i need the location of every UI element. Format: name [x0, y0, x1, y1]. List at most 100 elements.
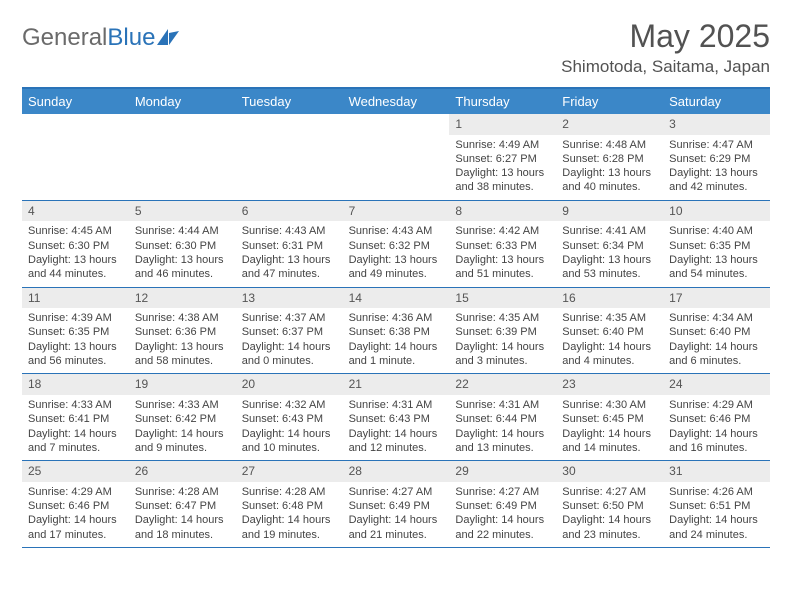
- daylight-text: Daylight: 13 hours and 40 minutes.: [562, 166, 657, 195]
- calendar-cell: 30Sunrise: 4:27 AMSunset: 6:50 PMDayligh…: [556, 461, 663, 548]
- daylight-text: Daylight: 14 hours and 6 minutes.: [669, 340, 764, 369]
- sunrise-text: Sunrise: 4:35 AM: [455, 311, 550, 325]
- day-info: Sunrise: 4:27 AMSunset: 6:49 PMDaylight:…: [449, 482, 556, 547]
- day-info: Sunrise: 4:35 AMSunset: 6:40 PMDaylight:…: [556, 308, 663, 373]
- logo-text-part1: General: [22, 24, 107, 52]
- title-block: May 2025 Shimotoda, Saitama, Japan: [561, 18, 770, 77]
- day-number: 20: [236, 374, 343, 395]
- day-info: Sunrise: 4:45 AMSunset: 6:30 PMDaylight:…: [22, 221, 129, 286]
- calendar-cell: 6 Sunrise: 4:43 AMSunset: 6:31 PMDaylight…: [236, 201, 343, 288]
- day-number: 25: [22, 461, 129, 482]
- sunset-text: Sunset: 6:45 PM: [562, 412, 657, 426]
- daylight-text: Daylight: 13 hours and 56 minutes.: [28, 340, 123, 369]
- day-number: 14: [343, 288, 450, 309]
- day-info: Sunrise: 4:26 AMSunset: 6:51 PMDaylight:…: [663, 482, 770, 547]
- sunset-text: Sunset: 6:48 PM: [242, 499, 337, 513]
- day-number: 19: [129, 374, 236, 395]
- calendar-cell: 10Sunrise: 4:40 AMSunset: 6:35 PMDayligh…: [663, 201, 770, 288]
- sunset-text: Sunset: 6:43 PM: [242, 412, 337, 426]
- sunrise-text: Sunrise: 4:33 AM: [28, 398, 123, 412]
- day-info: [236, 135, 343, 143]
- daylight-text: Daylight: 14 hours and 24 minutes.: [669, 513, 764, 542]
- daylight-text: Daylight: 13 hours and 42 minutes.: [669, 166, 764, 195]
- sunrise-text: Sunrise: 4:43 AM: [242, 224, 337, 238]
- day-number: 13: [236, 288, 343, 309]
- weekday-header: Thursday: [449, 89, 556, 114]
- daylight-text: Daylight: 14 hours and 13 minutes.: [455, 427, 550, 456]
- sunrise-text: Sunrise: 4:41 AM: [562, 224, 657, 238]
- sunrise-text: Sunrise: 4:42 AM: [455, 224, 550, 238]
- daylight-text: Daylight: 14 hours and 17 minutes.: [28, 513, 123, 542]
- sunrise-text: Sunrise: 4:45 AM: [28, 224, 123, 238]
- day-info: Sunrise: 4:28 AMSunset: 6:47 PMDaylight:…: [129, 482, 236, 547]
- sunrise-text: Sunrise: 4:28 AM: [242, 485, 337, 499]
- weekday-header: Wednesday: [343, 89, 450, 114]
- day-info: Sunrise: 4:44 AMSunset: 6:30 PMDaylight:…: [129, 221, 236, 286]
- sunset-text: Sunset: 6:30 PM: [28, 239, 123, 253]
- daylight-text: Daylight: 14 hours and 19 minutes.: [242, 513, 337, 542]
- calendar-cell: 1Sunrise: 4:49 AMSunset: 6:27 PMDaylight…: [449, 114, 556, 201]
- day-info: Sunrise: 4:47 AMSunset: 6:29 PMDaylight:…: [663, 135, 770, 200]
- day-info: [343, 135, 450, 143]
- day-number: 6: [236, 201, 343, 222]
- daylight-text: Daylight: 14 hours and 7 minutes.: [28, 427, 123, 456]
- day-info: Sunrise: 4:38 AMSunset: 6:36 PMDaylight:…: [129, 308, 236, 373]
- sunset-text: Sunset: 6:31 PM: [242, 239, 337, 253]
- calendar-cell: 27 Sunrise: 4:28 AMSunset: 6:48 PMDayligh…: [236, 461, 343, 548]
- calendar-cell: 19Sunrise: 4:33 AMSunset: 6:42 PMDayligh…: [129, 374, 236, 461]
- sunset-text: Sunset: 6:42 PM: [135, 412, 230, 426]
- day-info: Sunrise: 4:34 AMSunset: 6:40 PMDaylight:…: [663, 308, 770, 373]
- sunset-text: Sunset: 6:38 PM: [349, 325, 444, 339]
- day-number: 27: [236, 461, 343, 482]
- sunrise-text: Sunrise: 4:31 AM: [455, 398, 550, 412]
- calendar-cell: 24Sunrise: 4:29 AMSunset: 6:46 PMDayligh…: [663, 374, 770, 461]
- daylight-text: Daylight: 13 hours and 47 minutes.: [242, 253, 337, 282]
- sunset-text: Sunset: 6:51 PM: [669, 499, 764, 513]
- calendar-weekday-row: SundayMondayTuesdayWednesdayThursdayFrid…: [22, 89, 770, 114]
- calendar-cell: 29Sunrise: 4:27 AMSunset: 6:49 PMDayligh…: [449, 461, 556, 548]
- calendar-cell: 23Sunrise: 4:30 AMSunset: 6:45 PMDayligh…: [556, 374, 663, 461]
- sunrise-text: Sunrise: 4:48 AM: [562, 138, 657, 152]
- day-number: 29: [449, 461, 556, 482]
- weekday-header: Tuesday: [236, 89, 343, 114]
- calendar-cell: 11Sunrise: 4:39 AMSunset: 6:35 PMDayligh…: [22, 288, 129, 375]
- calendar-cell: [22, 114, 129, 201]
- sunset-text: Sunset: 6:43 PM: [349, 412, 444, 426]
- daylight-text: Daylight: 14 hours and 1 minute.: [349, 340, 444, 369]
- calendar-cell: 5Sunrise: 4:44 AMSunset: 6:30 PMDaylight…: [129, 201, 236, 288]
- sunset-text: Sunset: 6:46 PM: [28, 499, 123, 513]
- calendar-cell: 16Sunrise: 4:35 AMSunset: 6:40 PMDayligh…: [556, 288, 663, 375]
- daylight-text: Daylight: 14 hours and 21 minutes.: [349, 513, 444, 542]
- sunrise-text: Sunrise: 4:33 AM: [135, 398, 230, 412]
- calendar-cell: 17Sunrise: 4:34 AMSunset: 6:40 PMDayligh…: [663, 288, 770, 375]
- sunrise-text: Sunrise: 4:26 AM: [669, 485, 764, 499]
- day-number: 23: [556, 374, 663, 395]
- day-info: Sunrise: 4:33 AMSunset: 6:42 PMDaylight:…: [129, 395, 236, 460]
- weekday-header: Sunday: [22, 89, 129, 114]
- day-number: 7: [343, 201, 450, 222]
- calendar-cell: 13Sunrise: 4:37 AMSunset: 6:37 PMDayligh…: [236, 288, 343, 375]
- day-info: Sunrise: 4:30 AMSunset: 6:45 PMDaylight:…: [556, 395, 663, 460]
- sunrise-text: Sunrise: 4:40 AM: [669, 224, 764, 238]
- calendar-cell: 26Sunrise: 4:28 AMSunset: 6:47 PMDayligh…: [129, 461, 236, 548]
- sunrise-text: Sunrise: 4:34 AM: [669, 311, 764, 325]
- day-number: 30: [556, 461, 663, 482]
- calendar-cell: 3Sunrise: 4:47 AMSunset: 6:29 PMDaylight…: [663, 114, 770, 201]
- daylight-text: Daylight: 14 hours and 10 minutes.: [242, 427, 337, 456]
- daylight-text: Daylight: 14 hours and 23 minutes.: [562, 513, 657, 542]
- sunrise-text: Sunrise: 4:27 AM: [455, 485, 550, 499]
- calendar-cell: [236, 114, 343, 201]
- day-info: Sunrise: 4:29 AMSunset: 6:46 PMDaylight:…: [22, 482, 129, 547]
- calendar-cell: 28Sunrise: 4:27 AMSunset: 6:49 PMDayligh…: [343, 461, 450, 548]
- calendar-cell: 7Sunrise: 4:43 AMSunset: 6:32 PMDaylight…: [343, 201, 450, 288]
- day-number: 21: [343, 374, 450, 395]
- day-number: 15: [449, 288, 556, 309]
- sunset-text: Sunset: 6:34 PM: [562, 239, 657, 253]
- sunset-text: Sunset: 6:37 PM: [242, 325, 337, 339]
- daylight-text: Daylight: 14 hours and 0 minutes.: [242, 340, 337, 369]
- day-number: 18: [22, 374, 129, 395]
- calendar-cell: 14Sunrise: 4:36 AMSunset: 6:38 PMDayligh…: [343, 288, 450, 375]
- sunset-text: Sunset: 6:47 PM: [135, 499, 230, 513]
- calendar-cell: [343, 114, 450, 201]
- weekday-header: Friday: [556, 89, 663, 114]
